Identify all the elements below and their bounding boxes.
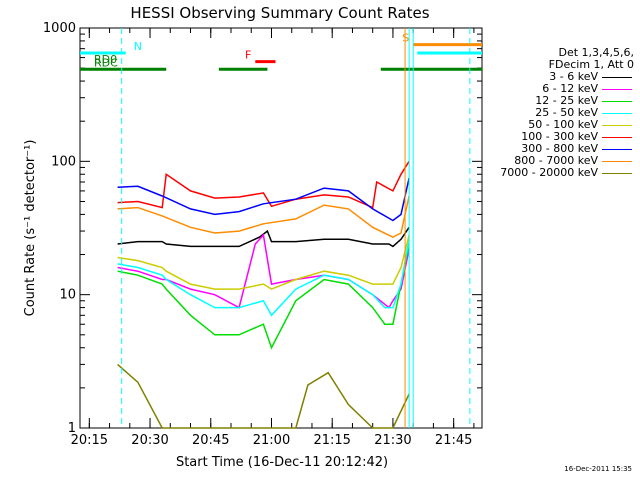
x-tick-label: 20:30 [131, 433, 168, 448]
legend-label: 3 - 6 keV [549, 70, 598, 83]
y-axis-label: Count Rate (s⁻¹ detector⁻¹) [23, 140, 38, 317]
legend-swatch [602, 149, 632, 150]
flag-label-n: N [134, 40, 142, 53]
legend-entry: 100 - 300 keV [484, 131, 634, 143]
chart-title: HESSI Observing Summary Count Rates [130, 4, 429, 22]
legend-header-line-1: Det 1,3,4,5,6, [558, 46, 634, 59]
legend-label: 50 - 100 keV [528, 118, 598, 131]
y-tick-label: 10 [59, 288, 76, 303]
flag-label-f: F [245, 49, 251, 62]
legend-label: 25 - 50 keV [535, 106, 598, 119]
x-tick-label: 20:15 [71, 433, 108, 448]
legend-swatch [602, 161, 632, 162]
legend-swatch [602, 137, 632, 138]
legend-label: 800 - 7000 keV [514, 154, 598, 167]
series-line-300-800-kev [117, 177, 410, 222]
legend-rows: 3 - 6 keV 6 - 12 keV 12 - 25 keV 25 - 50 ke… [484, 71, 634, 179]
legend-header-line-2: FDecim 1, Att 0 [548, 58, 634, 71]
legend-label: 7000 - 20000 keV [500, 166, 598, 179]
legend-entry: 25 - 50 keV [484, 107, 634, 119]
x-tick-label: 21:45 [435, 433, 472, 448]
y-tick-label: 1000 [43, 21, 76, 36]
legend-label: 6 - 12 keV [542, 82, 598, 95]
x-axis: 20:15 20:30 20:45 21:00 21:15 21:30 21:45 [71, 28, 475, 448]
legend-entry: 300 - 800 keV [484, 143, 634, 155]
legend-entry: 3 - 6 keV [484, 71, 634, 83]
legend-entry: 50 - 100 keV [484, 119, 634, 131]
flag-label-s: S [402, 32, 409, 45]
series-line-7000-20000-kev [117, 363, 410, 429]
y-axis: 1 10 100 1000 [43, 21, 482, 436]
legend-label: 300 - 800 keV [521, 142, 598, 155]
series-group [117, 160, 410, 429]
y-tick-label: 1 [68, 421, 76, 436]
legend-entry: 6 - 12 keV [484, 83, 634, 95]
legend-swatch [602, 101, 632, 102]
series-line-6-12-kev [117, 233, 410, 309]
legend-entry: 12 - 25 keV [484, 95, 634, 107]
legend-swatch [602, 113, 632, 114]
legend-swatch [602, 77, 632, 78]
legend: Det 1,3,4,5,6, FDecim 1, Att 0 3 - 6 keV… [484, 47, 634, 179]
legend-swatch [602, 89, 632, 90]
series-line-100-300-kev [117, 160, 410, 209]
series-line-12-25-kev [117, 243, 410, 350]
footer-stamp: 16-Dec-2011 15:35 [564, 465, 632, 473]
x-tick-label: 21:30 [374, 433, 411, 448]
legend-label: 100 - 300 keV [521, 130, 598, 143]
legend-swatch [602, 125, 632, 126]
series-line-800-7000-kev [117, 195, 410, 239]
legend-entry: 800 - 7000 keV [484, 155, 634, 167]
x-axis-label: Start Time (16-Dec-11 20:12:42) [176, 455, 388, 470]
plot-frame [79, 27, 483, 429]
series-line-25-50-kev [117, 239, 410, 317]
x-tick-label: 20:45 [192, 433, 229, 448]
x-tick-label: 21:15 [313, 433, 350, 448]
vlines-group [121, 28, 471, 428]
flag-label-rdc: RDC [94, 56, 118, 69]
x-tick-label: 21:00 [253, 433, 290, 448]
series-line-3-6-kev [117, 226, 410, 248]
legend-entry: 7000 - 20000 keV [484, 167, 634, 179]
y-tick-label: 100 [51, 154, 76, 169]
series-line-50-100-kev [117, 234, 410, 290]
legend-swatch [602, 173, 632, 174]
flag-label-rd0: RD0 [94, 53, 117, 66]
legend-label: 12 - 25 keV [535, 94, 598, 107]
